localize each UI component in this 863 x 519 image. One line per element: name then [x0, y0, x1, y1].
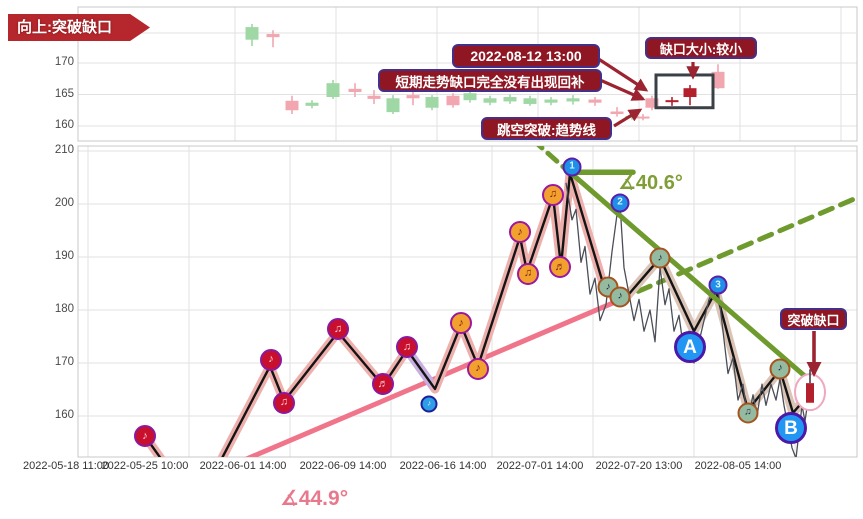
candle [523, 98, 537, 104]
candle [348, 88, 362, 92]
candle [326, 83, 340, 98]
note-marker[interactable]: ♫ [273, 391, 295, 414]
candle [386, 98, 400, 113]
note-marker[interactable]: ♪ [260, 348, 282, 371]
panel-border [77, 145, 858, 458]
candle [425, 97, 439, 108]
point-marker-A[interactable]: A [674, 331, 706, 364]
y-axis-tick: 170 [54, 56, 74, 68]
annotation-no-backfill[interactable]: 短期走势缺口完全没有出现回补 [378, 69, 602, 92]
point-marker-3[interactable]: 3 [708, 275, 728, 295]
note-marker[interactable]: ♪ [134, 425, 156, 448]
y-axis-tick: 160 [54, 409, 74, 421]
annotation-gap-size[interactable]: 缺口大小:较小 [645, 37, 757, 59]
note-marker[interactable]: ♫ [737, 402, 759, 424]
point-marker-2[interactable]: 2 [610, 193, 630, 213]
x-axis-tick: 2022-06-09 14:00 [299, 460, 387, 472]
note-marker[interactable]: ♬ [549, 256, 571, 279]
y-axis-tick: 165 [54, 87, 74, 100]
annotation-breakout-gap[interactable]: 突破缺口 [780, 308, 847, 330]
x-axis-tick: 2022-06-16 14:00 [399, 460, 487, 472]
candle [483, 98, 497, 103]
note-marker[interactable]: ♫ [542, 183, 564, 206]
annotation-arrow [613, 108, 643, 128]
candle [446, 95, 460, 106]
gap-direction-banner: 向上:突破缺口 [8, 14, 150, 41]
note-marker[interactable]: ♬ [372, 373, 394, 396]
y-axis-tick: 200 [54, 197, 74, 209]
candle [711, 71, 725, 89]
candle [610, 111, 624, 115]
candle [665, 100, 679, 103]
x-axis-tick: 2022-07-20 13:00 [595, 460, 683, 472]
y-axis-tick: 210 [54, 144, 74, 156]
note-marker[interactable]: ♪ [649, 247, 671, 269]
x-axis-tick: 2022-05-18 11:00 [22, 460, 110, 472]
note-marker[interactable]: ♫ [327, 318, 349, 341]
note-marker[interactable]: ♫ [396, 336, 418, 359]
end-candle [806, 383, 814, 403]
panel-border [77, 6, 858, 142]
note-marker[interactable]: ♪ [450, 312, 472, 335]
trendline-support [244, 297, 623, 457]
candle [245, 27, 259, 40]
candle [636, 116, 650, 119]
x-axis-tick: 2022-07-01 14:00 [496, 460, 584, 472]
annotation-datetime[interactable]: 2022-08-12 13:00 [452, 44, 600, 68]
candle [406, 95, 420, 99]
note-marker[interactable]: ♪ [609, 286, 631, 308]
y-axis-tick: 190 [54, 250, 74, 262]
trendline-resistance-extension [536, 146, 571, 174]
y-axis-tick: 170 [54, 356, 74, 368]
candle [683, 88, 697, 98]
x-axis-tick: 2022-06-01 14:00 [199, 460, 287, 472]
annotation-arrow [596, 56, 649, 92]
note-marker[interactable]: ♪ [509, 221, 531, 244]
point-marker-1[interactable]: 1 [562, 157, 582, 177]
candle [645, 98, 659, 108]
y-axis-tick: 160 [54, 119, 74, 131]
angle-label-pink: ∡44.9° [280, 487, 349, 510]
candle [503, 97, 517, 102]
annotation-arrow [599, 78, 646, 101]
note-marker[interactable]: ♫ [517, 262, 539, 285]
candle [463, 93, 477, 101]
candle [305, 102, 319, 106]
note-marker[interactable]: ♪ [769, 358, 791, 380]
candle [266, 34, 280, 38]
candle [367, 95, 381, 99]
point-marker-B[interactable]: B [775, 412, 807, 445]
candle [285, 100, 299, 111]
note-marker[interactable]: ♪ [420, 395, 438, 413]
note-marker[interactable]: ♪ [467, 357, 489, 380]
candle [588, 99, 602, 103]
x-axis-tick: 2022-08-05 14:00 [694, 460, 782, 472]
candle [566, 98, 580, 102]
annotation-gap-break[interactable]: 跳空突破:趋势线 [481, 117, 612, 140]
candle [544, 99, 558, 103]
y-axis-tick: 180 [54, 303, 74, 315]
x-axis-tick: 2022-05-25 10:00 [101, 460, 189, 472]
gap-highlight-rect [654, 73, 715, 110]
angle-label-green: ∡40.6° [618, 172, 683, 194]
